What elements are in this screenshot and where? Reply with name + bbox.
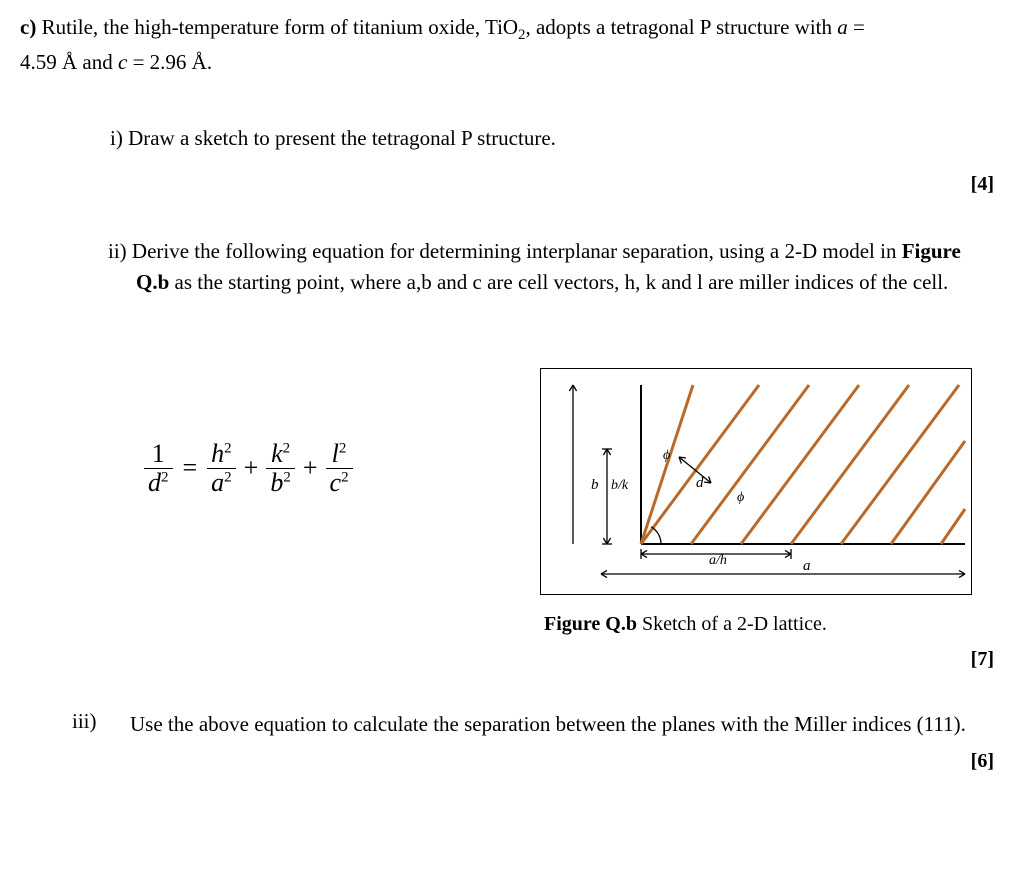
c-val: = 2.96 Å. xyxy=(127,50,212,74)
figure-caption-bold: Figure Q.b xyxy=(544,613,637,635)
intro-text-1: Rutile, the high-temperature form of tit… xyxy=(42,15,519,39)
frac-t2: k2 b2 xyxy=(266,440,295,496)
a-var: a xyxy=(837,15,848,39)
sub-i-label: i) xyxy=(110,126,128,150)
sub-ii-text: ii) Derive the following equation for de… xyxy=(108,236,996,298)
a-val: 4.59 Å and xyxy=(20,50,118,74)
figure-caption: Figure Q.b Sketch of a 2-D lattice. xyxy=(540,613,827,636)
plus1: + xyxy=(244,453,259,483)
sub-ii-label: ii) xyxy=(108,239,132,263)
equation-container: 1 d2 = h2 a2 + k2 b2 + l2 xyxy=(20,368,540,496)
part-label: c) xyxy=(20,15,36,39)
svg-text:ϕ: ϕ xyxy=(737,490,744,505)
question-c-line2: 4.59 Å and c = 2.96 Å. xyxy=(20,47,1004,77)
svg-text:b/k: b/k xyxy=(611,478,629,493)
svg-text:ϕ: ϕ xyxy=(663,448,670,463)
lhs-den: d2 xyxy=(144,469,173,496)
marks-iii-value: [6] xyxy=(971,750,994,773)
sub-i: i) Draw a sketch to present the tetragon… xyxy=(110,125,1004,152)
sub-ii-line2: as the starting point, where a,b and c a… xyxy=(169,270,948,294)
figure-box: b b/k ϕ d ϕ a/h a xyxy=(540,368,972,595)
page: c) Rutile, the high-temperature form of … xyxy=(0,0,1024,877)
svg-text:d: d xyxy=(696,475,704,491)
question-c-line1: c) Rutile, the high-temperature form of … xyxy=(20,12,1004,47)
intro-text-1b: , adopts a tetragonal P structure with xyxy=(525,15,837,39)
sub-iii: iii) Use the above equation to calculate… xyxy=(20,709,1004,739)
svg-text:b: b xyxy=(591,477,599,493)
svg-text:a: a xyxy=(803,558,811,574)
marks-ii-value: [7] xyxy=(971,648,994,671)
marks-i: [4] xyxy=(20,173,1004,196)
sub-iii-label: iii) xyxy=(20,709,130,739)
c-var: c xyxy=(118,50,127,74)
eq-figure-row: 1 d2 = h2 a2 + k2 b2 + l2 xyxy=(20,368,1004,636)
frac-t3: l2 c2 xyxy=(326,440,353,496)
eq-sign: = xyxy=(183,453,198,483)
frac-lhs: 1 d2 xyxy=(144,440,173,496)
equation: 1 d2 = h2 a2 + k2 b2 + l2 xyxy=(140,440,540,496)
frac-t1: h2 a2 xyxy=(207,440,236,496)
lhs-num: 1 xyxy=(148,440,169,467)
figure-caption-rest: Sketch of a 2-D lattice. xyxy=(637,613,827,635)
sub-ii-line1: Derive the following equation for determ… xyxy=(132,239,902,263)
marks-i-value: [4] xyxy=(971,173,994,196)
plus2: + xyxy=(303,453,318,483)
figure-svg: b b/k ϕ d ϕ a/h a xyxy=(541,369,971,594)
svg-text:a/h: a/h xyxy=(709,553,727,568)
sub-i-text: Draw a sketch to present the tetragonal … xyxy=(128,126,556,150)
a-eq: = xyxy=(848,15,865,39)
sub-iii-text: Use the above equation to calculate the … xyxy=(130,709,1004,739)
sub-ii-block: ii) Derive the following equation for de… xyxy=(108,236,996,298)
marks-iii: [6] xyxy=(20,750,1004,773)
marks-ii: [7] xyxy=(20,648,1004,671)
figure-column: b b/k ϕ d ϕ a/h a Figure Q.b Sketch of a 2-D l… xyxy=(540,368,1004,636)
